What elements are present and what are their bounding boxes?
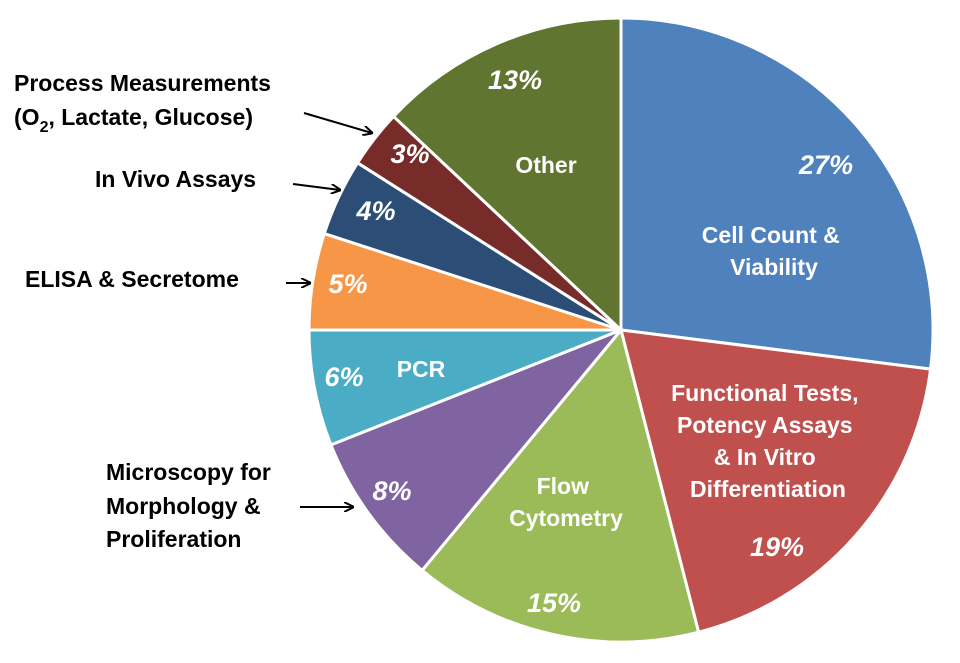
- label-process-measurements: Process Measurements (O2, Lactate, Gluco…: [14, 70, 277, 136]
- pct-microscopy: 8%: [372, 476, 411, 506]
- pie-slice-1: [619, 328, 933, 634]
- pct-cell-count: 27%: [798, 150, 853, 180]
- pct-in-vivo: 4%: [355, 196, 395, 226]
- label-microscopy: Microscopy for Morphology & Proliferatio…: [106, 459, 277, 552]
- pct-flow-cytometry: 15%: [527, 588, 581, 618]
- label-pcr: PCR: [397, 356, 446, 382]
- label-flow-cytometry: Flow Cytometry: [509, 473, 623, 531]
- pie-slice-0: [619, 16, 935, 371]
- label-functional: Functional Tests, Potency Assays & In Vi…: [671, 380, 865, 502]
- arrow-process: [303, 112, 372, 133]
- pct-process: 3%: [390, 139, 429, 169]
- label-elisa: ELISA & Secretome: [25, 266, 239, 292]
- pie-slice-8: [392, 16, 623, 332]
- pct-pcr: 6%: [324, 362, 363, 392]
- pie-slice-2: [420, 328, 701, 644]
- label-in-vivo: In Vivo Assays: [95, 166, 256, 192]
- pie-slices: [307, 16, 935, 644]
- label-cell-count: Cell Count & Viability: [702, 222, 846, 280]
- arrow-in-vivo: [292, 183, 340, 190]
- pct-functional: 19%: [750, 532, 804, 562]
- pct-elisa: 5%: [328, 269, 367, 299]
- label-other: Other: [515, 152, 576, 178]
- pct-other: 13%: [488, 65, 542, 95]
- pie-slice-3: [329, 328, 623, 572]
